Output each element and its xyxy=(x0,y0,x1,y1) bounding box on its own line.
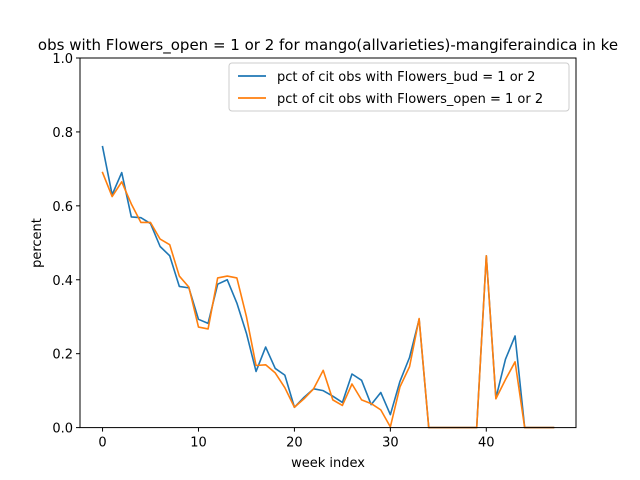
x-tick-label: 30 xyxy=(382,436,399,451)
x-tick-label: 40 xyxy=(478,436,495,451)
series-line-2 xyxy=(101,171,555,429)
series-lines xyxy=(101,145,555,429)
x-axis: 0 10 20 30 40 xyxy=(98,427,495,451)
y-axis: 0.0 0.2 0.4 0.6 0.8 1.0 xyxy=(52,52,80,437)
y-tick-label: 1.0 xyxy=(52,52,73,67)
chart-title: obs with Flowers_open = 1 or 2 for mango… xyxy=(38,36,618,55)
y-tick-label: 0.8 xyxy=(52,126,73,141)
x-tick-label: 20 xyxy=(286,436,303,451)
x-tick-label: 0 xyxy=(98,436,106,451)
y-tick-label: 0.0 xyxy=(52,422,73,437)
legend: pct of cit obs with Flowers_bud = 1 or 2… xyxy=(228,62,570,112)
y-axis-label: percent xyxy=(30,218,45,268)
x-axis-label: week index xyxy=(291,456,365,471)
legend-label-2: pct of cit obs with Flowers_open = 1 or … xyxy=(277,92,543,107)
legend-label-1: pct of cit obs with Flowers_bud = 1 or 2 xyxy=(277,70,535,85)
plot-area xyxy=(79,57,577,429)
plot-frame xyxy=(79,57,577,429)
y-tick-label: 0.6 xyxy=(52,200,73,215)
y-tick-label: 0.4 xyxy=(52,274,73,289)
y-tick-label: 0.2 xyxy=(52,348,73,363)
x-tick-label: 10 xyxy=(190,436,207,451)
legend-box xyxy=(228,62,570,112)
